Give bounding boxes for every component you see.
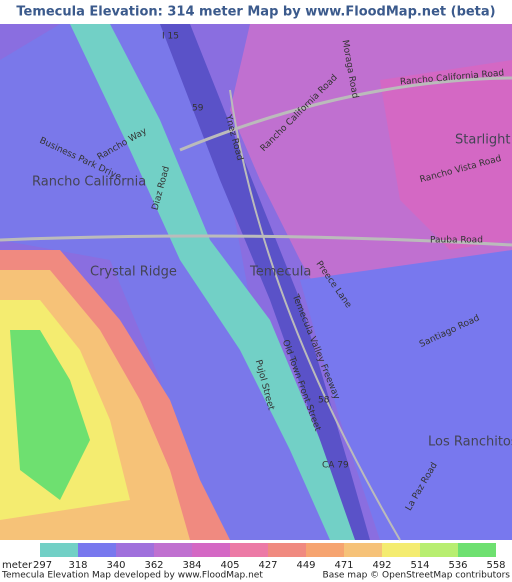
legend-swatch (40, 543, 78, 557)
legend-swatch (306, 543, 344, 557)
legend-swatch (116, 543, 154, 557)
legend: meter 297 318 340 362 384 405 427 449 471 492 514 5… (2, 543, 506, 571)
place-label: Crystal Ridge (90, 265, 177, 280)
legend-label: 471 (334, 560, 353, 571)
road-label: Pauba Road (430, 236, 483, 246)
legend-swatch (192, 543, 230, 557)
pink-high (380, 60, 512, 250)
legend-label: 340 (106, 560, 125, 571)
legend-label: 405 (220, 560, 239, 571)
legend-swatch (268, 543, 306, 557)
blue-west (0, 24, 340, 540)
legend-label: 536 (448, 560, 467, 571)
road (0, 234, 512, 247)
road-label: CA 79 (322, 461, 349, 471)
legend-label: 492 (372, 560, 391, 571)
road-label: 59 (192, 104, 204, 114)
legend-swatch (344, 543, 382, 557)
legend-swatch (78, 543, 116, 557)
footer-left: Temecula Elevation Map developed by www.… (1, 571, 263, 581)
hills-green (10, 330, 90, 500)
legend-swatch (154, 543, 192, 557)
legend-label: 384 (182, 560, 201, 571)
legend-label: 362 (144, 560, 163, 571)
legend-label: 297 (33, 560, 52, 571)
footer-right: Base map © OpenStreetMap contributors (323, 571, 511, 581)
road-label: 58 (318, 396, 330, 406)
place-label: Los Ranchitos (428, 435, 512, 450)
valley (70, 24, 360, 540)
legend-label: 318 (68, 560, 87, 571)
road (229, 89, 401, 541)
legend-label: 449 (296, 560, 315, 571)
legend-swatch (382, 543, 420, 557)
road-label: I 15 (162, 32, 179, 42)
map: Temecula Rancho California Crystal Ridge… (0, 24, 512, 541)
legend-unit: meter (2, 560, 33, 571)
place-label: Temecula (249, 265, 311, 280)
road (179, 76, 512, 152)
legend-label: 427 (258, 560, 277, 571)
legend-label: 558 (486, 560, 505, 571)
legend-swatch (230, 543, 268, 557)
title: Temecula Elevation: 314 meter Map by www… (16, 5, 495, 20)
legend-label: 514 (410, 560, 429, 571)
place-label: Starlight Ridge (455, 133, 512, 148)
freeway (160, 24, 370, 540)
blue-zone (300, 250, 512, 540)
place-label: Rancho California (32, 175, 146, 190)
legend-swatch (420, 543, 458, 557)
legend-swatch (458, 543, 496, 557)
